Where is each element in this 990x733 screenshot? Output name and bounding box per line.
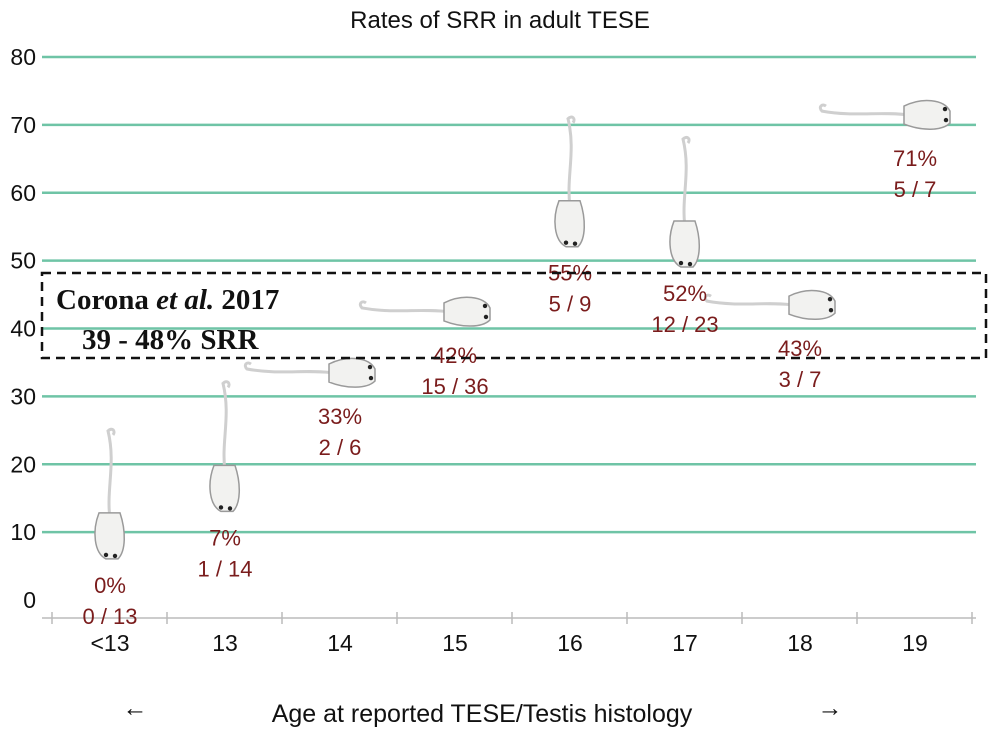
sperm-eye	[112, 553, 118, 559]
annotation-author: Corona	[56, 284, 156, 316]
gridlines	[42, 55, 976, 624]
x-tick-label: 14	[327, 630, 353, 656]
y-tick-label: 20	[10, 451, 36, 477]
sperm-eye	[828, 307, 834, 313]
sperm-cell-icon	[358, 296, 491, 327]
annotation-line1: Corona et al. 2017	[56, 284, 279, 316]
annotation-et-al: et al.	[156, 284, 214, 316]
y-tick-label: 50	[10, 248, 36, 274]
sperm-eye	[687, 261, 693, 267]
sperm-cell-icon	[243, 357, 376, 388]
sperm-eye	[103, 552, 109, 558]
x-tick-label: 19	[902, 630, 928, 656]
y-tick-label: 80	[10, 44, 36, 70]
sperm-cell-icon	[554, 115, 585, 248]
sperm-head	[788, 289, 836, 321]
sperm-head	[443, 296, 491, 327]
y-tick-label: 30	[10, 383, 36, 409]
sperm-cell-icon	[818, 99, 951, 130]
x-tick-label: 17	[672, 630, 698, 656]
annotation-border	[40, 271, 988, 360]
sperm-eye	[227, 506, 233, 511]
count-label: 12 / 23	[651, 312, 718, 337]
sperm-head	[94, 512, 125, 560]
annotation-line2: 39 - 48% SRR	[82, 324, 259, 356]
sperm-tail	[566, 115, 576, 207]
sperm-eye	[218, 505, 224, 510]
percent-label: 71%	[893, 146, 937, 171]
y-tick-label: 10	[10, 519, 36, 545]
sperm-eye	[942, 106, 948, 112]
sperm-eye	[678, 260, 684, 266]
x-axis-label: Age at reported TESE/Testis histology	[272, 700, 693, 728]
sperm-tail	[106, 427, 116, 520]
sperm-head	[903, 99, 951, 130]
x-tick-label: <13	[90, 630, 129, 656]
percent-label: 7%	[209, 525, 241, 550]
count-label: 1 / 14	[197, 556, 252, 581]
percent-label: 52%	[663, 281, 707, 306]
x-axis-ticks: <13 13 14 15 16 17 18 19	[90, 630, 927, 656]
annotation-year: 2017	[214, 284, 279, 316]
sperm-head	[554, 199, 585, 248]
count-label: 2 / 6	[319, 435, 362, 460]
y-tick-label: 40	[10, 316, 36, 342]
sperm-cell-icon	[209, 380, 240, 513]
x-tick-label: 15	[442, 630, 468, 656]
sperm-tail	[818, 103, 911, 117]
x-axis-label-group: ← Age at reported TESE/Testis histology …	[123, 694, 843, 728]
sperm-cell-icon	[703, 289, 836, 321]
sperm-eye	[482, 303, 488, 309]
left-arrow-icon: ←	[123, 694, 148, 722]
sperm-eye	[368, 375, 374, 381]
y-tick-label: 0	[23, 587, 36, 613]
x-tick-label: 16	[557, 630, 583, 656]
percent-label: 33%	[318, 404, 362, 429]
sperm-tail	[703, 293, 796, 307]
sperm-tail	[243, 361, 336, 375]
x-tick-label: 18	[787, 630, 813, 656]
sperm-eye	[943, 117, 949, 123]
sperm-head	[669, 220, 700, 268]
sperm-cell-icon	[669, 135, 700, 268]
count-label: 3 / 7	[779, 367, 822, 392]
count-label: 5 / 9	[549, 292, 592, 317]
sperm-eye	[367, 364, 373, 370]
sperm-eye	[483, 314, 489, 320]
sperm-tail	[358, 300, 451, 314]
percent-label: 0%	[94, 573, 126, 598]
sperm-eye	[572, 241, 578, 246]
y-axis-ticks: 0 10 20 30 40 50 60 70 80	[10, 44, 36, 613]
sperm-tail	[221, 380, 231, 472]
percent-label: 42%	[433, 343, 477, 368]
right-arrow-icon: →	[818, 694, 843, 722]
sperm-eye	[563, 240, 569, 245]
sperm-eye	[827, 296, 833, 302]
annotation-box: Corona et al. 2017 39 - 48% SRR	[40, 271, 988, 360]
data-markers	[94, 99, 951, 560]
sperm-cell-icon	[94, 427, 125, 560]
sperm-head	[209, 464, 240, 513]
y-tick-label: 60	[10, 180, 36, 206]
count-label: 0 / 13	[82, 604, 137, 629]
count-label: 5 / 7	[894, 177, 937, 202]
count-label: 15 / 36	[421, 374, 488, 399]
y-tick-label: 70	[10, 112, 36, 138]
chart-title: Rates of SRR in adult TESE	[350, 7, 650, 34]
x-tick-label: 13	[212, 630, 238, 656]
sperm-head	[328, 357, 376, 388]
sperm-tail	[681, 135, 691, 228]
